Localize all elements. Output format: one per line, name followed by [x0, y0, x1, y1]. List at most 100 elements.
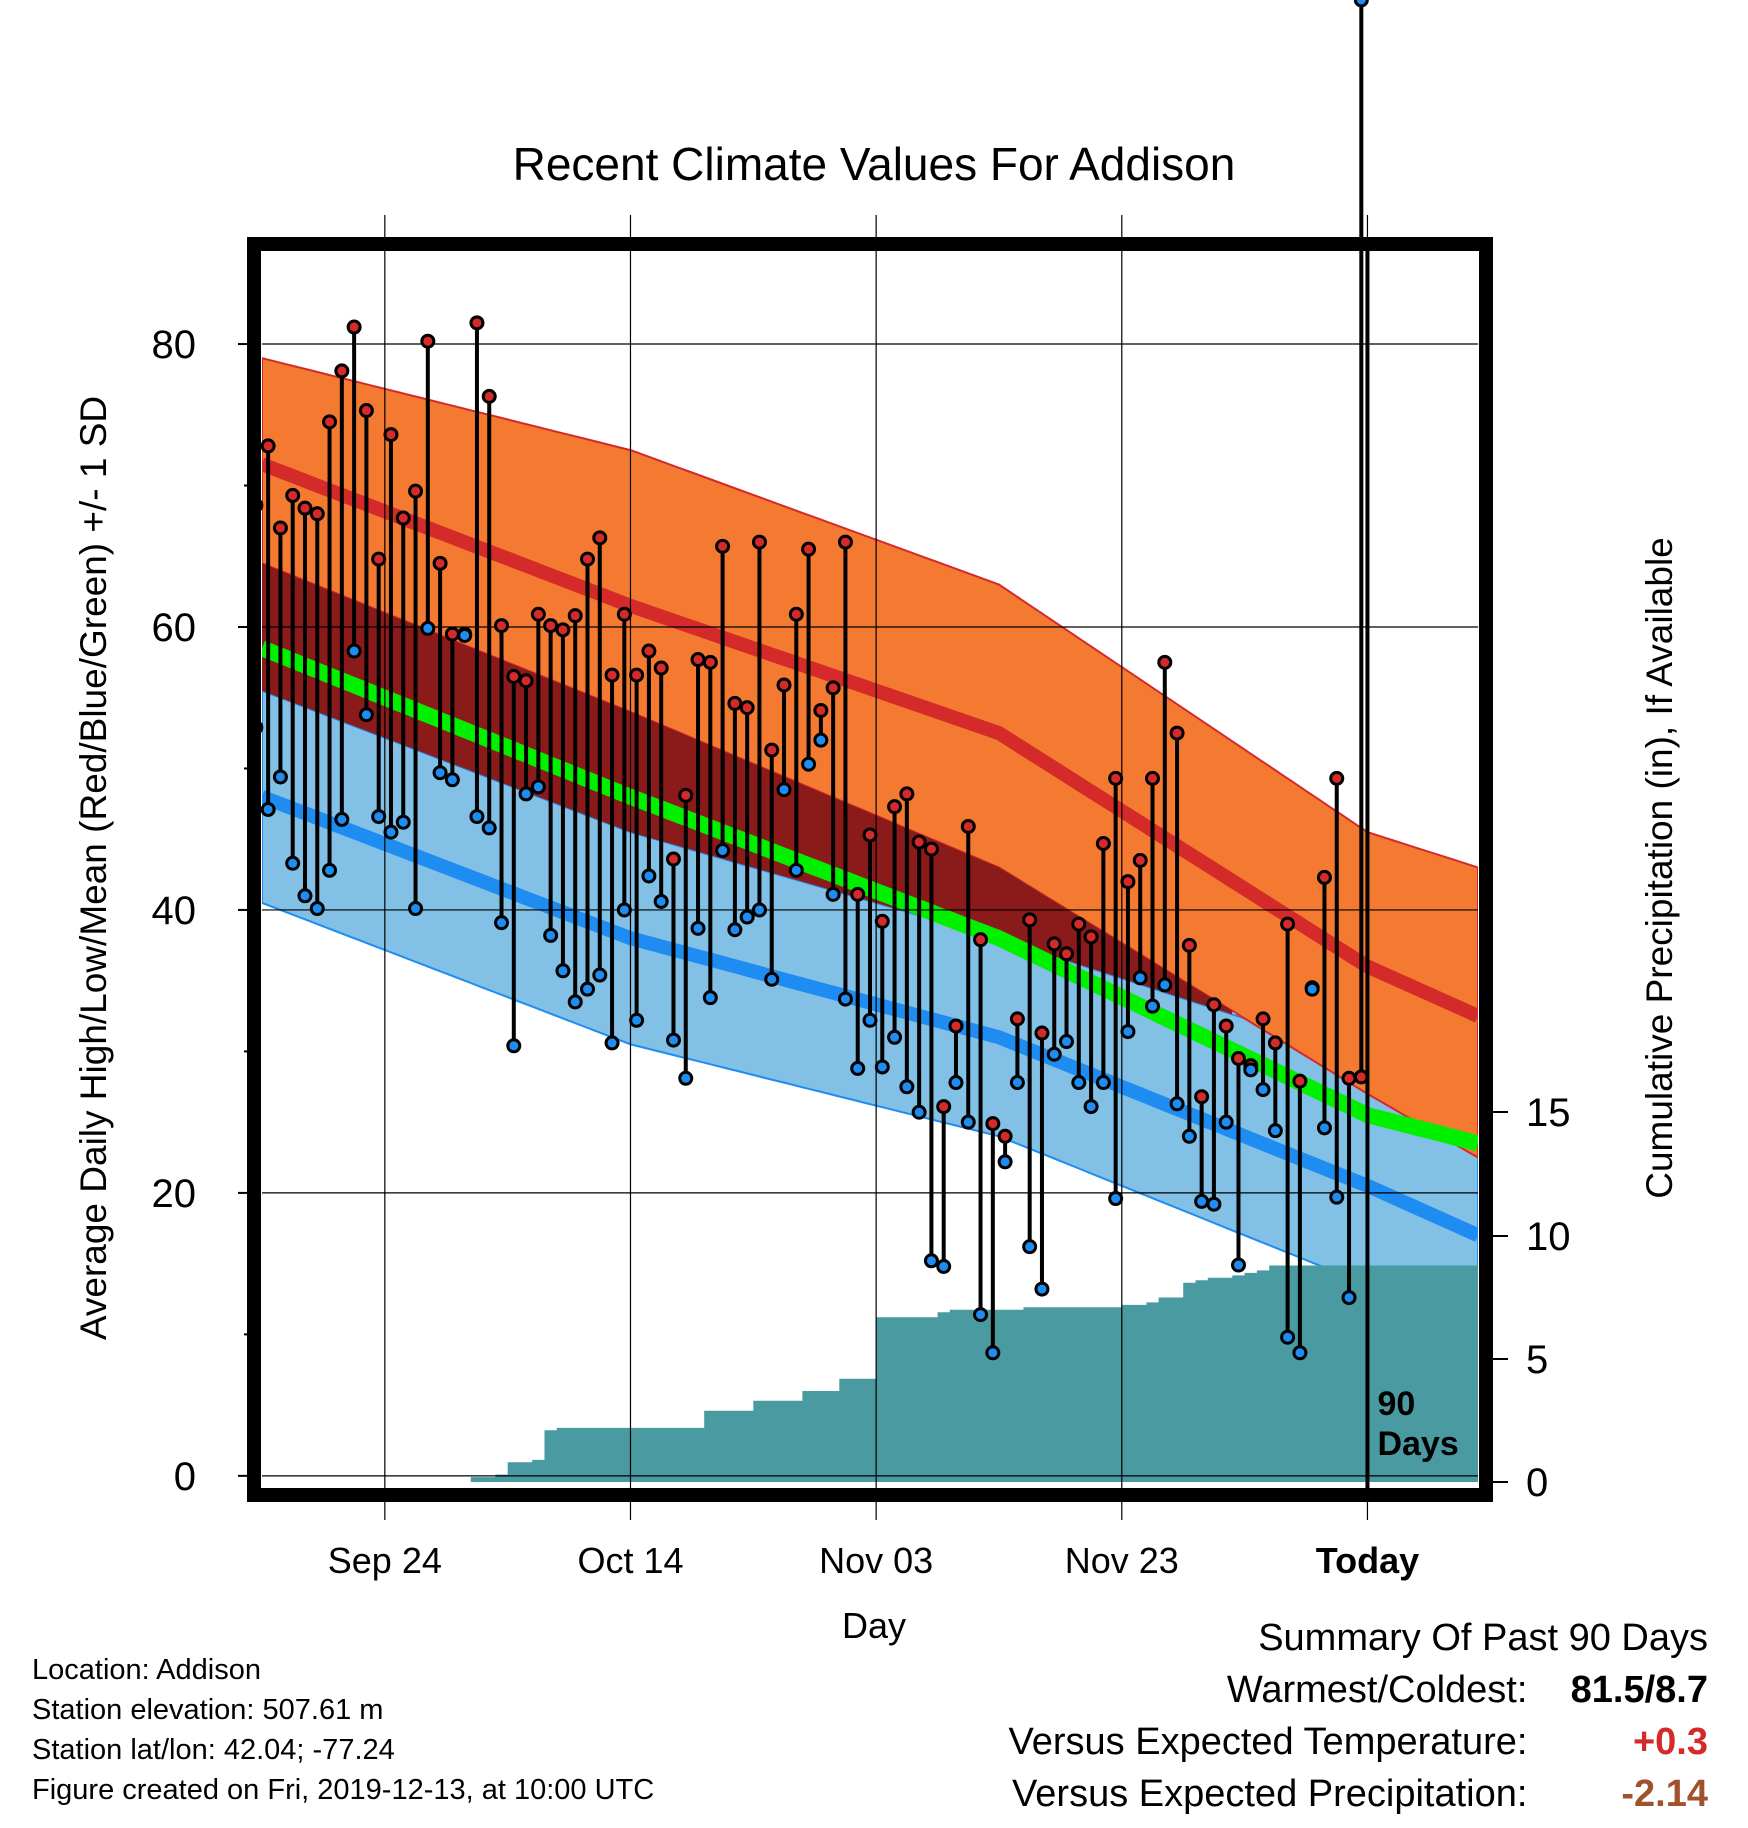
- daily-high-point: [346, 319, 362, 335]
- daily-high-point: [690, 652, 706, 668]
- daily-high-point: [506, 669, 522, 685]
- daily-high-point: [837, 534, 853, 550]
- daily-high-point: [1120, 874, 1136, 890]
- daily-low-point: [1194, 1193, 1210, 1209]
- y-axis-label: Average Daily High/Low/Mean (Red/Blue/Gr…: [73, 396, 114, 1340]
- daily-high-point: [260, 438, 276, 454]
- daily-low-point: [543, 927, 559, 943]
- created-text: Figure created on Fri, 2019-12-13, at 10…: [32, 1774, 655, 1806]
- y2-tick-label: 10: [1526, 1215, 1571, 1259]
- plot-frame: [247, 237, 1493, 1502]
- daily-low-point: [481, 820, 497, 836]
- daily-high-point: [1022, 912, 1038, 928]
- daily-low-point: [1206, 1196, 1222, 1212]
- daily-low-point: [1353, 0, 1369, 8]
- daily-low-point: [727, 922, 743, 938]
- y-tick-label: 60: [152, 606, 197, 650]
- daily-high-point: [997, 1128, 1013, 1144]
- daily-high-point: [751, 534, 767, 550]
- daily-low-point: [1255, 1082, 1271, 1098]
- daily-high-point: [1280, 916, 1296, 932]
- daily-high-point: [1132, 852, 1148, 868]
- daily-high-point: [555, 622, 571, 638]
- daily-high-point: [371, 551, 387, 567]
- daily-low-point: [322, 862, 338, 878]
- daily-low-point: [530, 779, 546, 795]
- daily-high-point: [739, 700, 755, 716]
- daily-low-point: [690, 920, 706, 936]
- daily-high-point: [1034, 1025, 1050, 1041]
- elevation-text: Station elevation: 507.61 m: [32, 1694, 384, 1726]
- daily-low-point: [358, 707, 374, 723]
- daily-high-point: [1046, 936, 1062, 952]
- warmest-value: 81.5/8.7: [1570, 1669, 1708, 1711]
- x-tick-label: Sep 24: [328, 1540, 442, 1581]
- daily-low-point: [702, 990, 718, 1006]
- daily-low-point: [1267, 1123, 1283, 1139]
- temp-label: Versus Expected Temperature:: [1008, 1721, 1528, 1763]
- daily-high-point: [1194, 1089, 1210, 1105]
- daily-low-point: [1034, 1281, 1050, 1297]
- daily-low-point: [1218, 1114, 1234, 1130]
- daily-high-point: [1108, 770, 1124, 786]
- daily-high-point: [850, 886, 866, 902]
- daily-high-point: [494, 618, 510, 634]
- x-tick-label: Nov 23: [1065, 1540, 1179, 1581]
- daily-high-point: [825, 680, 841, 696]
- daily-high-point: [530, 606, 546, 622]
- daily-high-point: [1230, 1050, 1246, 1066]
- daily-low-point: [653, 893, 669, 909]
- daily-low-point: [739, 909, 755, 925]
- daily-low-point: [579, 981, 595, 997]
- daily-high-point: [1169, 725, 1185, 741]
- daily-high-point: [1095, 835, 1111, 851]
- x-tick-label: Nov 03: [819, 1540, 933, 1581]
- daily-low-point: [383, 824, 399, 840]
- daily-high-point: [678, 787, 694, 803]
- daily-low-point: [297, 888, 313, 904]
- daily-high-point: [285, 487, 301, 503]
- daily-high-point: [383, 427, 399, 443]
- daily-low-point: [973, 1307, 989, 1323]
- daily-low-point: [1243, 1062, 1259, 1078]
- daily-high-point: [1157, 654, 1173, 670]
- daily-low-point: [887, 1029, 903, 1045]
- daily-high-point: [1083, 929, 1099, 945]
- daily-high-point: [715, 538, 731, 554]
- daily-low-point: [604, 1035, 620, 1051]
- daily-high-point: [813, 702, 829, 718]
- daily-high-point: [788, 606, 804, 622]
- daily-high-point: [960, 818, 976, 834]
- daily-high-point: [543, 618, 559, 634]
- y-tick-label: 0: [174, 1455, 196, 1499]
- daily-low-point: [1341, 1290, 1357, 1306]
- daily-low-point: [309, 901, 325, 917]
- x-tick-label: Oct 14: [577, 1540, 683, 1581]
- daily-low-point: [1181, 1128, 1197, 1144]
- summary-warmest-row: Warmest/Coldest: 81.5/8.7: [1009, 1664, 1708, 1716]
- daily-low-point: [457, 627, 473, 643]
- daily-low-point: [1157, 977, 1173, 993]
- summary-panel: Summary Of Past 90 Days Warmest/Coldest:…: [1009, 1612, 1708, 1820]
- y-tick-label: 80: [152, 323, 197, 367]
- daily-low-point: [1095, 1075, 1111, 1091]
- daily-low-point: [395, 814, 411, 830]
- daily-high-point: [936, 1099, 952, 1115]
- daily-low-point: [616, 902, 632, 918]
- daily-high-point: [629, 667, 645, 683]
- daily-high-point: [567, 608, 583, 624]
- daily-high-point: [764, 742, 780, 758]
- daily-low-point: [665, 1032, 681, 1048]
- daily-high-point: [1292, 1073, 1308, 1089]
- daily-low-point: [260, 801, 276, 817]
- daily-low-point: [776, 782, 792, 798]
- y2-tick-label: 15: [1526, 1091, 1571, 1135]
- daily-high-point: [1218, 1018, 1234, 1034]
- daily-high-point: [1206, 997, 1222, 1013]
- daily-low-point: [801, 756, 817, 772]
- x-axis-label: Day: [842, 1605, 906, 1646]
- summary-temp-row: Versus Expected Temperature: +0.3: [1009, 1716, 1708, 1768]
- temp-value: +0.3: [1632, 1721, 1708, 1763]
- daily-low-point: [1120, 1024, 1136, 1040]
- daily-high-point: [1316, 869, 1332, 885]
